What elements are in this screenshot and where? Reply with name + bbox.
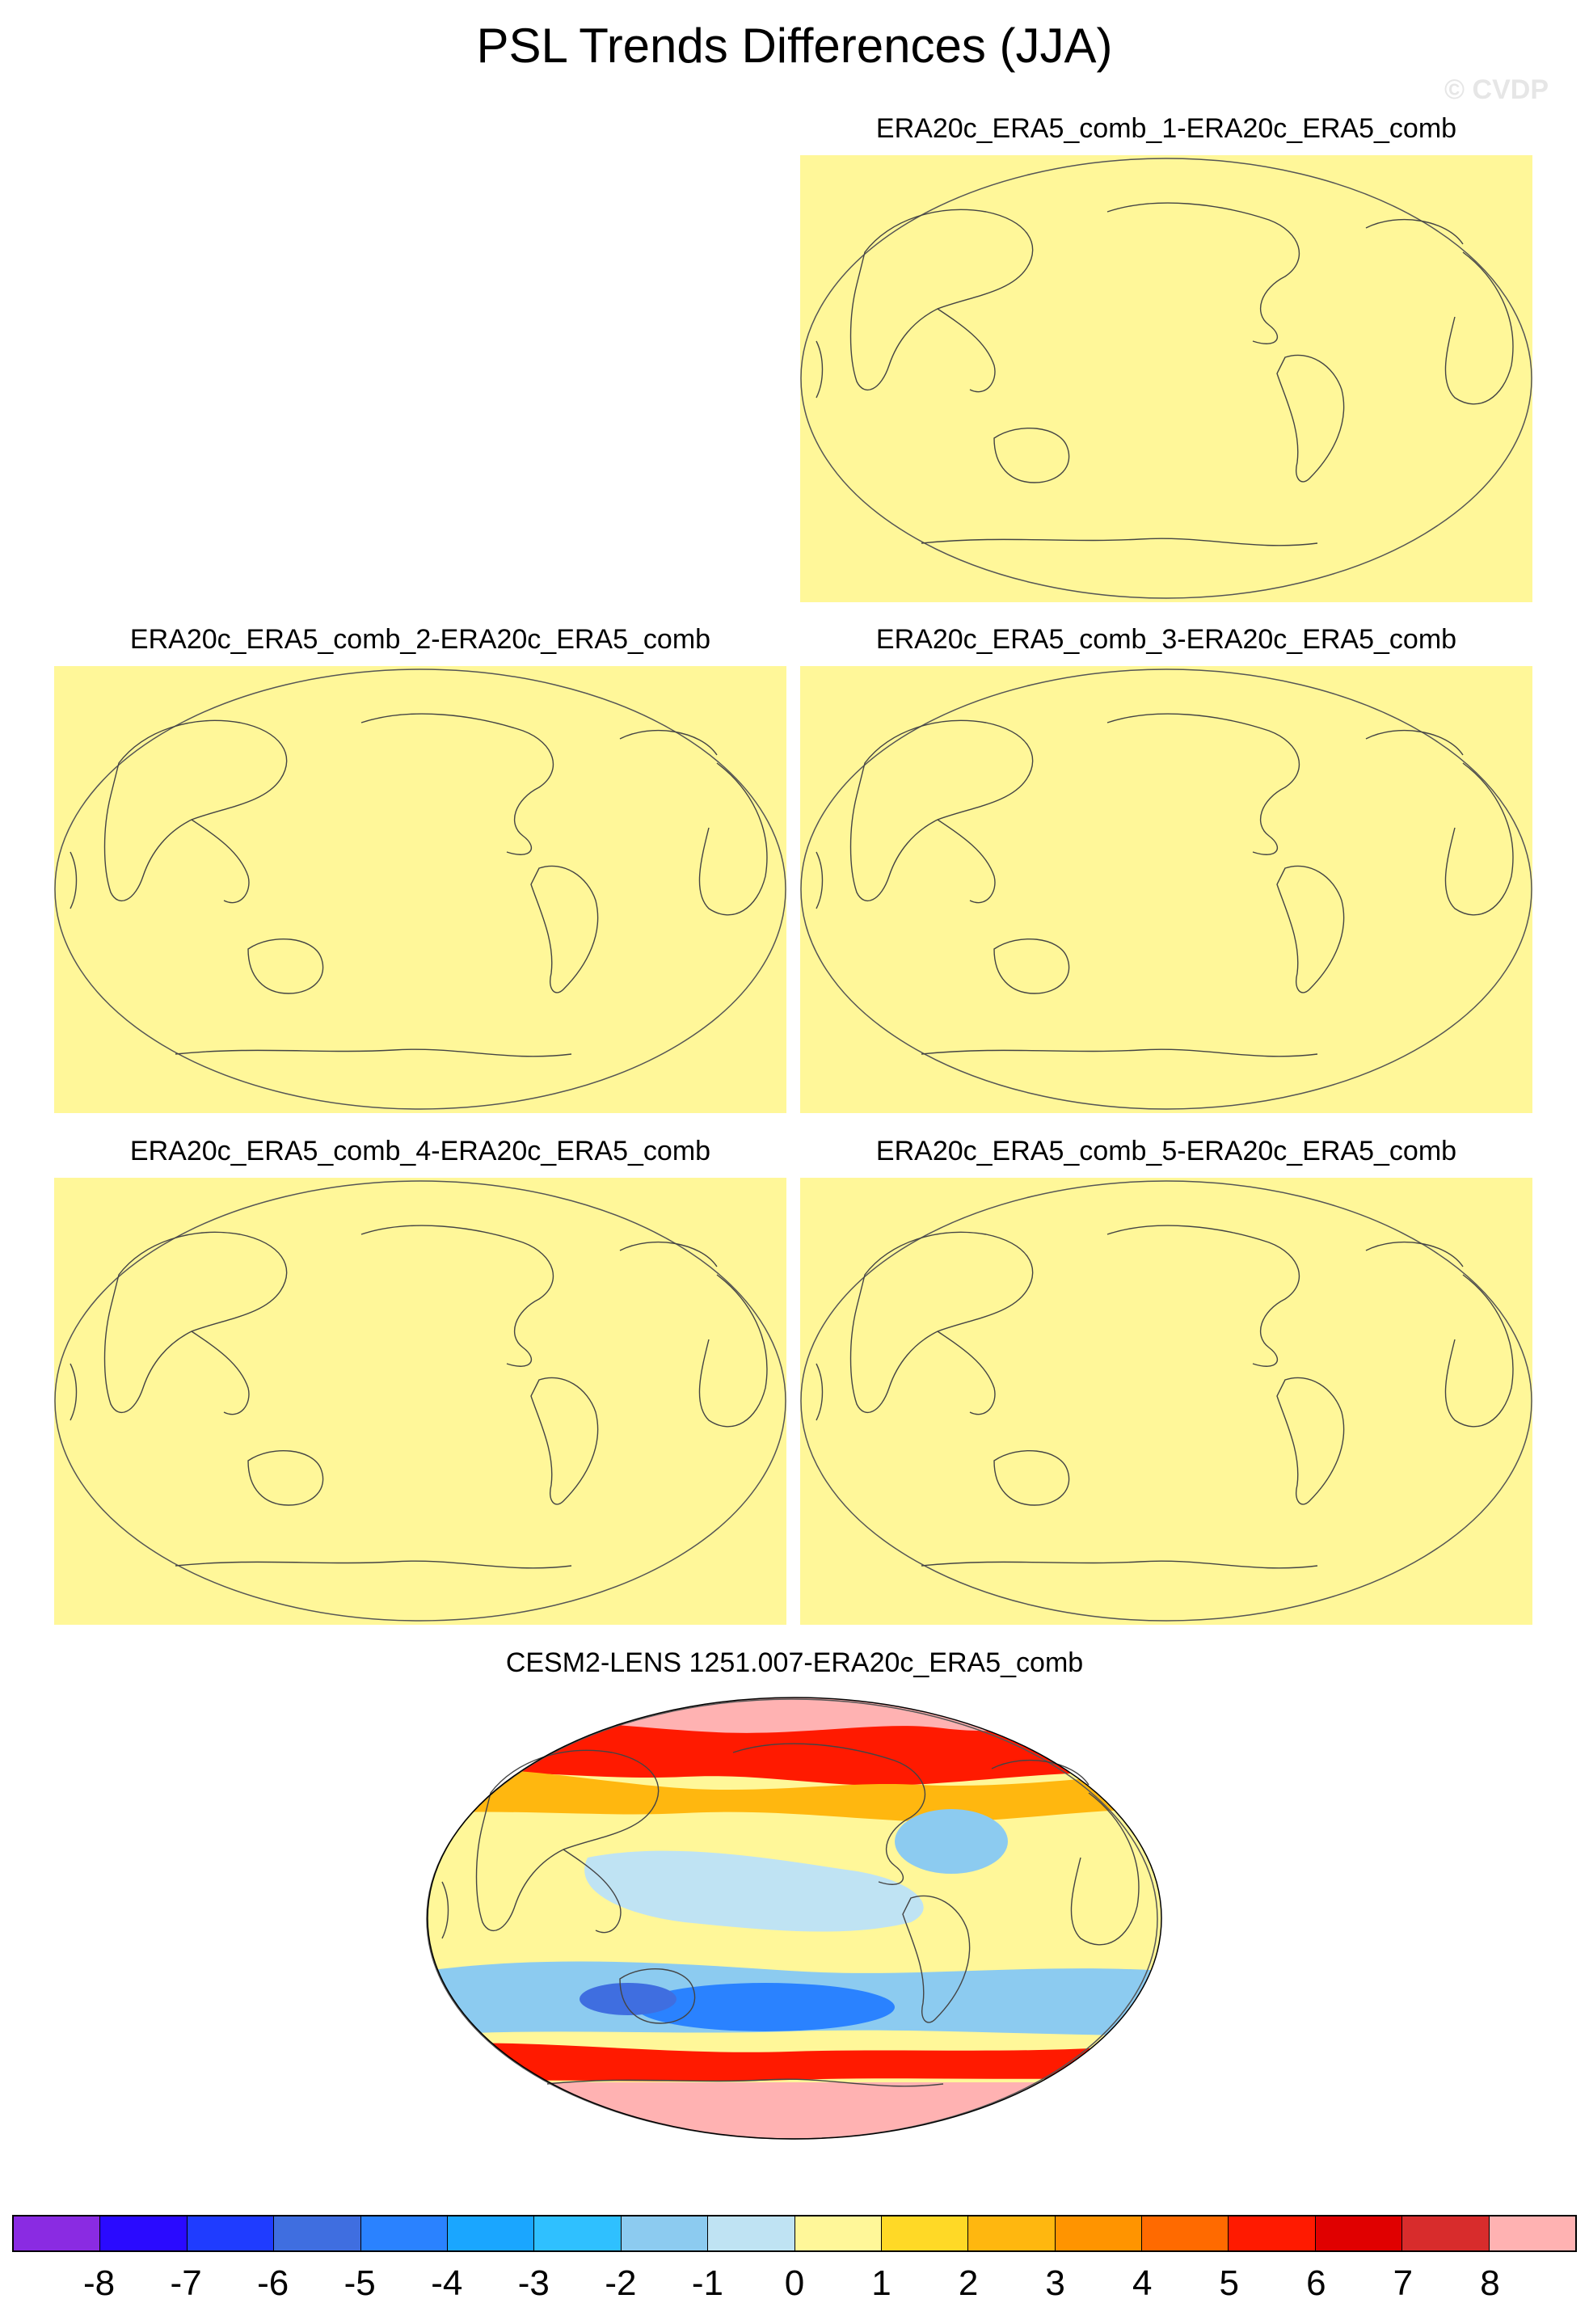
north-red-band <box>428 1718 1161 1786</box>
colorbar-swatch <box>1229 2216 1316 2250</box>
colorbar-swatch <box>1402 2216 1490 2250</box>
colorbar-tick-label: -4 <box>431 2263 463 2303</box>
colorbar-tick-label: 5 <box>1219 2263 1240 2303</box>
atlantic-blue-region <box>895 1809 1008 1874</box>
colorbar-tick-label: -7 <box>170 2263 202 2303</box>
southern-blue-core <box>636 1983 895 2031</box>
colorbar-tick-label: -5 <box>344 2263 376 2303</box>
colorbar-tick-label: 1 <box>871 2263 891 2303</box>
world-map-svg <box>54 1178 786 1625</box>
panel-3-map <box>800 666 1532 1113</box>
colorbar-swatch <box>534 2216 622 2250</box>
figure-title: PSL Trends Differences (JJA) <box>476 19 1113 73</box>
colorbar-swatch <box>1489 2216 1576 2250</box>
colorbar-tick-label: 0 <box>784 2263 805 2303</box>
colorbar-swatch <box>447 2216 535 2250</box>
panel-5-title: ERA20c_ERA5_comb_5-ERA20c_ERA5_comb <box>875 1136 1457 1166</box>
colorbar-swatch <box>360 2216 448 2250</box>
watermark: © CVDP <box>1444 74 1549 105</box>
colorbar-tick-label: -3 <box>517 2263 550 2303</box>
world-map-svg <box>800 1178 1532 1625</box>
colorbar-tick-label: 2 <box>958 2263 979 2303</box>
colorbar-tick-label: 4 <box>1132 2263 1153 2303</box>
colorbar-swatch <box>621 2216 709 2250</box>
colorbar-swatch <box>187 2216 275 2250</box>
colorbar-tick-label: 6 <box>1306 2263 1326 2303</box>
panel-4-title: ERA20c_ERA5_comb_4-ERA20c_ERA5_comb <box>129 1136 711 1166</box>
antarctic-band <box>428 2082 1161 2139</box>
colorbar-swatch <box>1142 2216 1229 2250</box>
panel-3-title: ERA20c_ERA5_comb_3-ERA20c_ERA5_comb <box>875 624 1457 655</box>
panel-1-map <box>800 155 1532 602</box>
colorbar-tick-label: -1 <box>691 2263 723 2303</box>
world-map-svg <box>800 155 1532 602</box>
southern-blue-core-west <box>580 1983 676 2015</box>
map-boundary <box>427 1697 1162 2140</box>
panel-4-map <box>54 1178 786 1625</box>
south-red-band <box>428 2043 1161 2082</box>
colorbar-tick-label: -6 <box>257 2263 289 2303</box>
colorbar-swatch <box>968 2216 1056 2250</box>
colorbar-swatch <box>708 2216 795 2250</box>
panel-2-map <box>54 666 786 1113</box>
colorbar-tick-label: -8 <box>82 2263 116 2303</box>
colorbar-swatch <box>100 2216 188 2250</box>
north-orange-band <box>428 1768 1161 1822</box>
colorbar-swatch <box>881 2216 969 2250</box>
panel-2-title: ERA20c_ERA5_comb_2-ERA20c_ERA5_comb <box>129 624 711 655</box>
colorbar-swatch <box>1055 2216 1143 2250</box>
colorbar-swatch <box>794 2216 882 2250</box>
panel-5-map <box>800 1178 1532 1625</box>
model-trend-map <box>426 1697 1162 2140</box>
world-map-svg <box>54 666 786 1113</box>
world-map-svg <box>800 666 1532 1113</box>
colorbar-tick-label: 7 <box>1393 2263 1414 2303</box>
colorbar-tick-label: -2 <box>605 2263 637 2303</box>
colorbar-swatch <box>274 2216 361 2250</box>
colorbar-swatch <box>1315 2216 1403 2250</box>
model-panel-title: CESM2-LENS 1251.007-ERA20c_ERA5_comb <box>505 1647 1084 1678</box>
pacific-blue-region <box>584 1850 924 1932</box>
colorbar-tick-label: 8 <box>1480 2263 1500 2303</box>
colorbar <box>12 2215 1577 2252</box>
colorbar-tick-label: 3 <box>1045 2263 1065 2303</box>
colorbar-swatch <box>14 2216 101 2250</box>
panel-1-title: ERA20c_ERA5_comb_1-ERA20c_ERA5_comb <box>875 113 1457 144</box>
